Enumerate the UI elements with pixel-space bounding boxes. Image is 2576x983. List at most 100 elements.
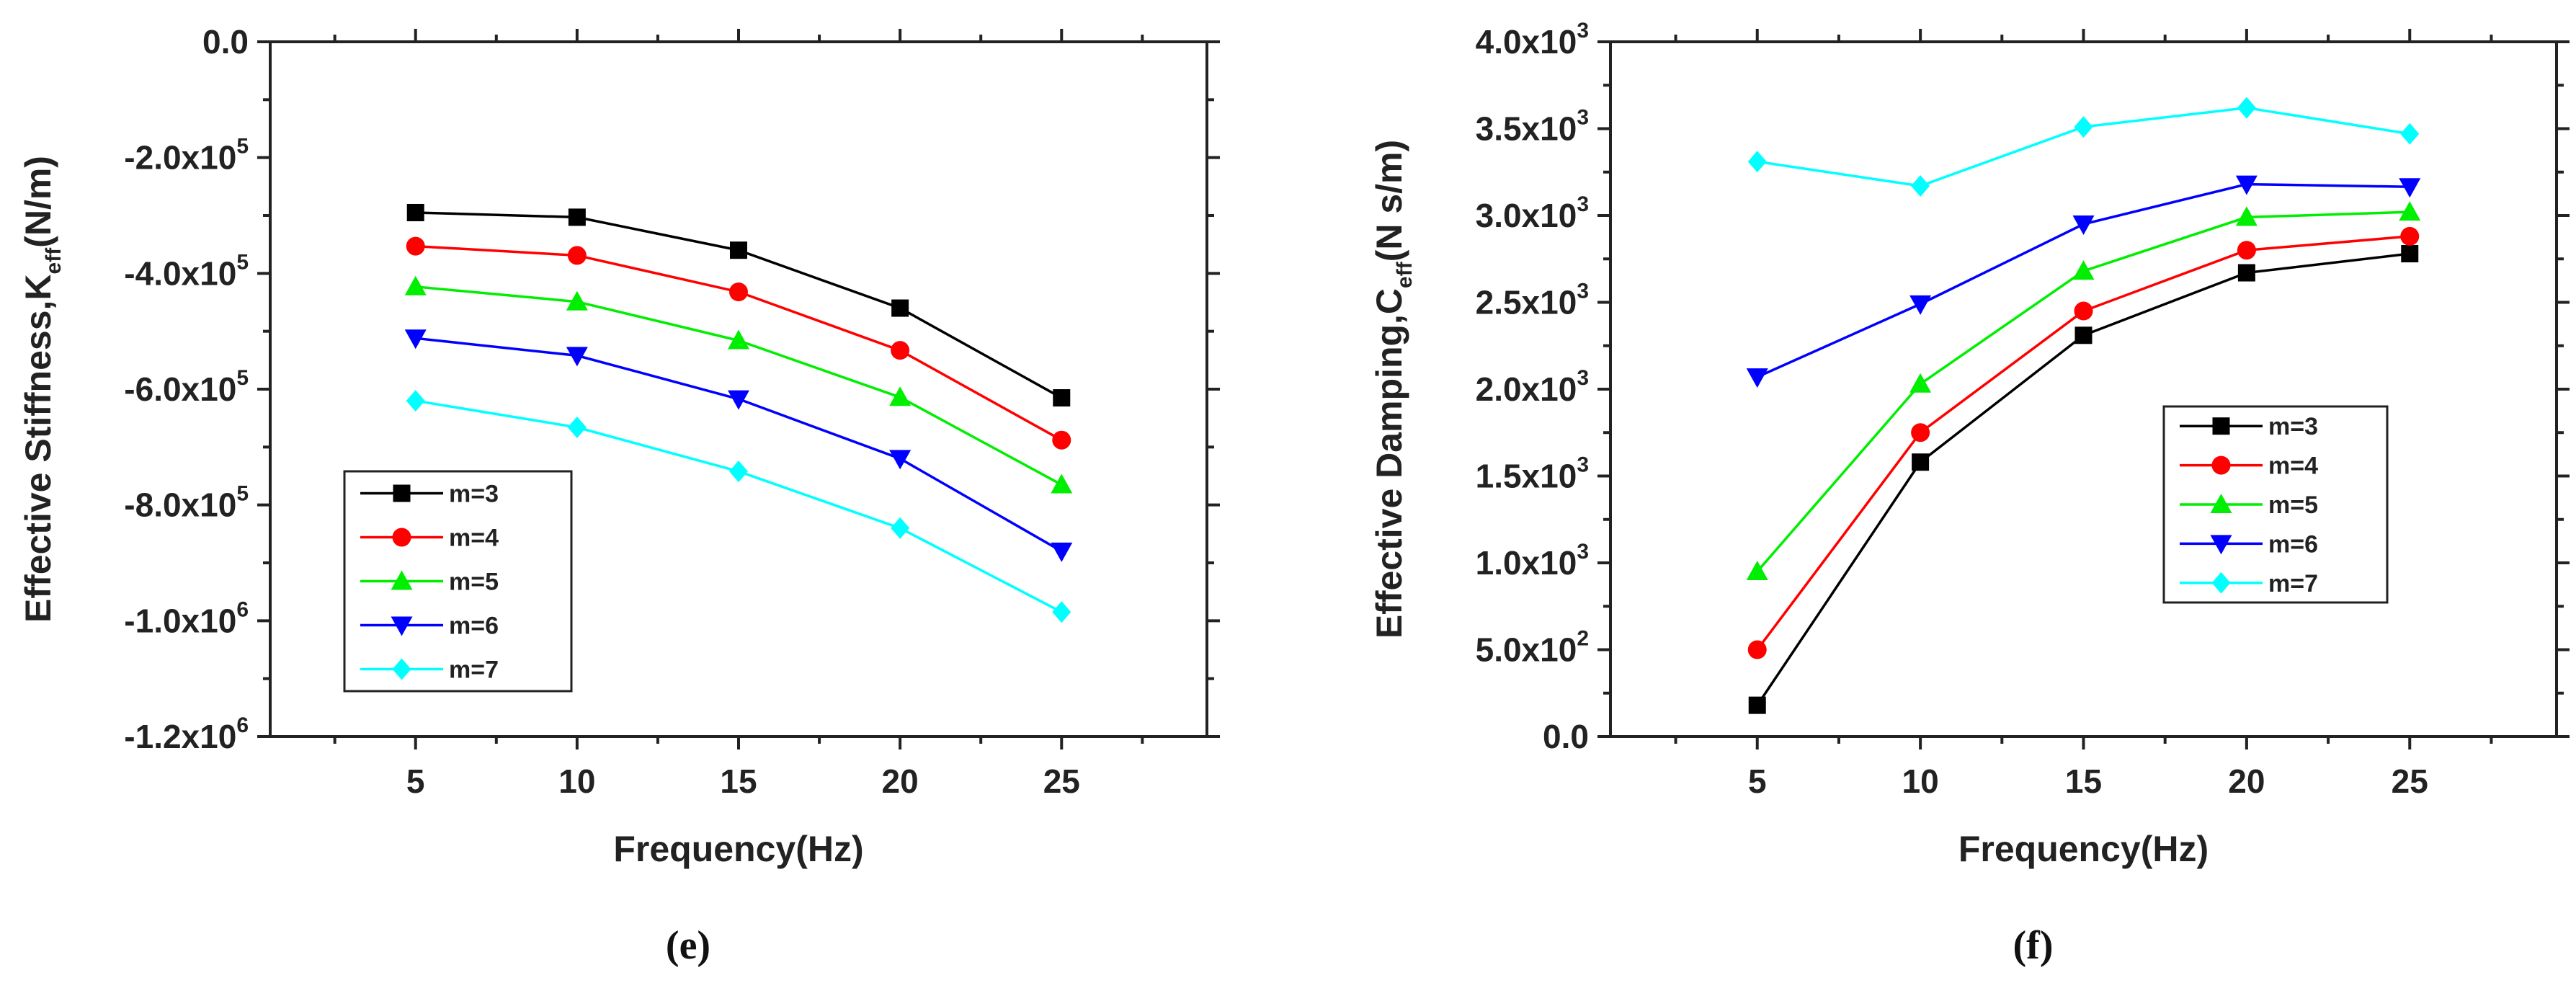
y-tick-label: -1.0x106 bbox=[124, 597, 249, 639]
legend-marker bbox=[2211, 571, 2231, 594]
data-point-m=4 bbox=[406, 236, 425, 256]
chart-panel-e: 0.0-2.0x105-4.0x105-6.0x105-8.0x105-1.0x… bbox=[18, 23, 1220, 968]
y-tick-label-base: 1.5x10 bbox=[1476, 458, 1577, 495]
data-point-m=6 bbox=[728, 390, 749, 410]
data-point-m=6 bbox=[566, 347, 588, 367]
y-tick-label: -4.0x105 bbox=[124, 250, 249, 292]
legend-label: m=4 bbox=[2268, 453, 2318, 480]
x-axis-label: Frequency(Hz) bbox=[613, 829, 863, 869]
data-point-m=3 bbox=[568, 208, 586, 226]
y-axis-label: Effective Damping,Ceff(N s/m) bbox=[1369, 140, 1417, 639]
data-point-m=4 bbox=[2074, 301, 2093, 321]
y-tick-label-base: -8.0x10 bbox=[124, 486, 236, 524]
y-tick-label: -6.0x105 bbox=[124, 366, 249, 408]
y-tick-label-exponent: 3 bbox=[1577, 366, 1589, 390]
y-axis-label-main: Effective Damping,C bbox=[1369, 288, 1409, 639]
series-line-m=6 bbox=[1757, 182, 2410, 378]
x-tick-label: 10 bbox=[1902, 762, 1939, 800]
legend-marker bbox=[393, 484, 411, 502]
data-point-m=7 bbox=[2074, 116, 2093, 138]
y-tick-label: 5.0x102 bbox=[1476, 627, 1589, 669]
y-tick-label-base: -1.2x10 bbox=[124, 718, 236, 755]
data-point-m=6 bbox=[2072, 215, 2095, 236]
data-point-m=5 bbox=[728, 329, 749, 350]
x-tick-label: 25 bbox=[2392, 762, 2428, 800]
data-point-m=4 bbox=[567, 246, 587, 265]
x-tick-label: 25 bbox=[1043, 762, 1080, 800]
data-point-m=7 bbox=[567, 417, 587, 439]
legend-label: m=5 bbox=[449, 569, 499, 596]
x-tick-label: 5 bbox=[406, 762, 425, 800]
data-point-m=7 bbox=[1747, 151, 1767, 173]
data-point-m=6 bbox=[1909, 295, 1932, 315]
data-point-m=7 bbox=[729, 461, 748, 483]
x-tick-label: 15 bbox=[2065, 762, 2102, 800]
y-axis-label-subscript: eff bbox=[1393, 261, 1417, 288]
data-point-m=3 bbox=[2074, 326, 2093, 344]
y-tick-label-base: -4.0x10 bbox=[124, 254, 236, 292]
y-tick-label-base: 0.0 bbox=[202, 23, 249, 61]
data-point-m=4 bbox=[891, 341, 910, 360]
legend-marker bbox=[2210, 494, 2232, 513]
legend-label: m=4 bbox=[449, 525, 499, 552]
y-tick-label-exponent: 3 bbox=[1577, 540, 1589, 564]
y-tick-label-exponent: 6 bbox=[236, 597, 249, 621]
y-tick-label-exponent: 3 bbox=[1577, 106, 1589, 130]
y-tick-label: 3.5x103 bbox=[1476, 106, 1589, 148]
legend-marker bbox=[392, 528, 411, 547]
y-tick-label-exponent: 2 bbox=[1577, 627, 1589, 651]
y-tick-label-base: 3.5x10 bbox=[1476, 110, 1577, 148]
y-tick-label-base: -6.0x10 bbox=[124, 370, 236, 408]
data-point-m=4 bbox=[2237, 241, 2256, 260]
y-tick-label: -2.0x105 bbox=[124, 135, 249, 177]
y-tick-label-exponent: 5 bbox=[236, 366, 249, 390]
y-tick-label-base: -2.0x10 bbox=[124, 139, 236, 177]
y-tick-label-exponent: 5 bbox=[236, 482, 249, 506]
data-point-m=6 bbox=[2399, 178, 2421, 198]
y-tick-label: 4.0x103 bbox=[1476, 19, 1589, 61]
y-tick-label-exponent: 5 bbox=[236, 135, 249, 159]
y-axis-label-unit: (N/m) bbox=[18, 156, 58, 248]
y-tick-label: 3.0x103 bbox=[1476, 192, 1589, 234]
data-point-m=3 bbox=[2401, 245, 2419, 263]
data-point-m=5 bbox=[1051, 473, 1073, 494]
y-tick-label: -8.0x105 bbox=[124, 482, 249, 524]
y-axis-label: Effective Stiffness,Keff(N/m) bbox=[18, 156, 66, 623]
x-tick-label: 20 bbox=[882, 762, 919, 800]
y-tick-label-base: 4.0x10 bbox=[1476, 23, 1577, 61]
data-point-m=7 bbox=[2237, 97, 2256, 119]
data-point-m=7 bbox=[1052, 601, 1071, 623]
legend: m=3 m=4 m=5 m=6 m=7 bbox=[2162, 405, 2389, 604]
data-point-m=4 bbox=[2400, 226, 2420, 246]
data-point-m=5 bbox=[1909, 373, 1932, 393]
data-point-m=5 bbox=[2399, 201, 2421, 221]
y-axis-label-subscript: eff bbox=[42, 247, 66, 275]
y-tick-label: -1.2x106 bbox=[124, 713, 249, 755]
data-point-m=7 bbox=[2400, 123, 2420, 145]
y-tick-label: 1.5x103 bbox=[1476, 453, 1589, 495]
y-tick-label: 0.0 bbox=[1543, 718, 1589, 755]
data-point-m=5 bbox=[404, 275, 427, 295]
legend-marker bbox=[2212, 417, 2230, 435]
legend-marker bbox=[391, 570, 413, 590]
data-point-m=4 bbox=[729, 283, 748, 302]
data-point-m=6 bbox=[1746, 368, 1768, 388]
legend-marker bbox=[2211, 455, 2231, 475]
y-tick-label-exponent: 3 bbox=[1577, 192, 1589, 216]
data-point-m=7 bbox=[406, 390, 425, 412]
data-point-m=3 bbox=[891, 299, 909, 317]
y-tick-label: 0.0 bbox=[202, 23, 249, 61]
data-point-m=4 bbox=[1052, 430, 1071, 450]
data-point-m=5 bbox=[889, 386, 912, 406]
y-tick-label-base: 2.5x10 bbox=[1476, 284, 1577, 321]
y-tick-label-exponent: 5 bbox=[236, 250, 249, 274]
y-tick-label-base: 2.0x10 bbox=[1476, 370, 1577, 408]
legend-marker bbox=[391, 616, 413, 636]
panel-caption: (f) bbox=[2013, 923, 2054, 968]
data-point-m=4 bbox=[1911, 423, 1930, 442]
data-point-m=6 bbox=[404, 329, 427, 350]
x-tick-label: 15 bbox=[720, 762, 757, 800]
legend: m=3 m=4 m=5 m=6 m=7 bbox=[343, 470, 573, 693]
y-tick-label-base: -1.0x10 bbox=[124, 602, 236, 639]
